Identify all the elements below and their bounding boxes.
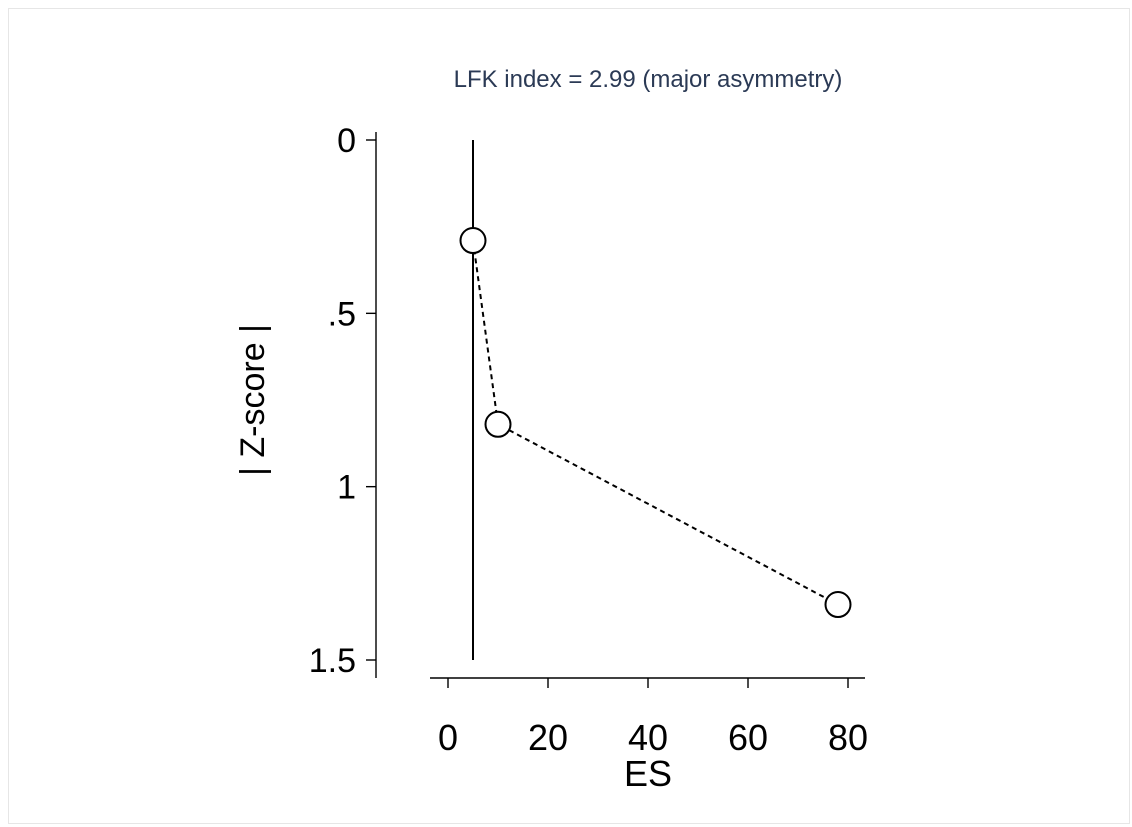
data-point	[459, 227, 487, 255]
y-axis-label: | Z-score |	[234, 324, 272, 476]
x-tick-label: 20	[528, 717, 568, 758]
x-tick-label: 40	[628, 717, 668, 758]
y-tick-label: .5	[328, 295, 356, 333]
plot-marks: 0 .5 1 1.5 0 20 40 60 80	[309, 122, 868, 758]
y-tick-label: 0	[337, 122, 356, 160]
chart-frame	[8, 8, 1130, 824]
x-tick-label: 0	[438, 717, 458, 758]
x-axis-label: ES	[624, 753, 672, 794]
chart-title: LFK index = 2.99 (major asymmetry)	[454, 66, 843, 93]
data-point	[484, 410, 512, 438]
dashed-connector	[472, 240, 839, 606]
data-point	[824, 591, 852, 619]
y-tick-label: 1.5	[309, 642, 356, 680]
x-tick-label: 60	[728, 717, 768, 758]
y-tick-label: 1	[337, 469, 356, 507]
x-tick-label: 80	[828, 717, 868, 758]
